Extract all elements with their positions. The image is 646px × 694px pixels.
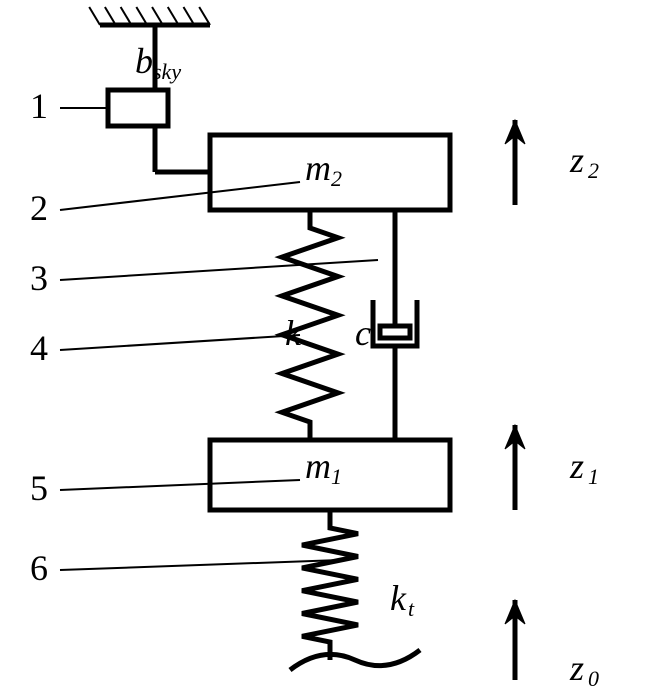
callout-4: 4: [30, 328, 48, 368]
callout-3: 3: [30, 258, 48, 298]
label-z2-sub: 2: [588, 158, 599, 183]
label-kt-main: k: [390, 578, 407, 618]
label-z0-sub: 0: [588, 666, 599, 691]
label-z1-main: z: [569, 446, 584, 486]
bsky-damper: [108, 90, 168, 126]
label-m1-sub: 1: [331, 464, 342, 489]
ground-hatch: [89, 7, 100, 25]
label-k: k: [285, 313, 302, 353]
leader-4: [60, 335, 300, 350]
label-bsky: bsky: [135, 41, 181, 84]
ground-hatch: [136, 7, 147, 25]
label-bsky-sub: sky: [153, 59, 181, 84]
label-z2: z2: [569, 140, 599, 183]
label-z0-main: z: [569, 648, 584, 688]
label-c-main: c: [355, 313, 371, 353]
label-z2-main: z: [569, 140, 584, 180]
diagram-canvas: 123456bskym2m1kcktz0z1z2: [0, 0, 646, 694]
label-k-main: k: [285, 313, 302, 353]
callout-2: 2: [30, 188, 48, 228]
label-m2-main: m: [305, 148, 331, 188]
label-z1: z1: [569, 446, 599, 489]
label-c: c: [355, 313, 371, 353]
ground-hatch: [152, 7, 163, 25]
leader-6: [60, 560, 340, 570]
label-m2-sub: 2: [331, 166, 342, 191]
spring-kt: [302, 510, 358, 660]
label-z0: z0: [569, 648, 599, 691]
ground-hatch: [199, 7, 210, 25]
damper-piston: [380, 326, 410, 338]
label-z1-sub: 1: [588, 464, 599, 489]
ground-hatch: [168, 7, 179, 25]
ground-hatch: [183, 7, 194, 25]
label-bsky-main: b: [135, 41, 153, 81]
ground-hatch: [105, 7, 116, 25]
label-kt-sub: t: [408, 596, 415, 621]
callout-5: 5: [30, 468, 48, 508]
ground-hatch: [121, 7, 132, 25]
callout-6: 6: [30, 548, 48, 588]
road-profile: [290, 650, 420, 670]
label-m1-main: m: [305, 446, 331, 486]
label-kt: kt: [390, 578, 415, 621]
callout-1: 1: [30, 86, 48, 126]
